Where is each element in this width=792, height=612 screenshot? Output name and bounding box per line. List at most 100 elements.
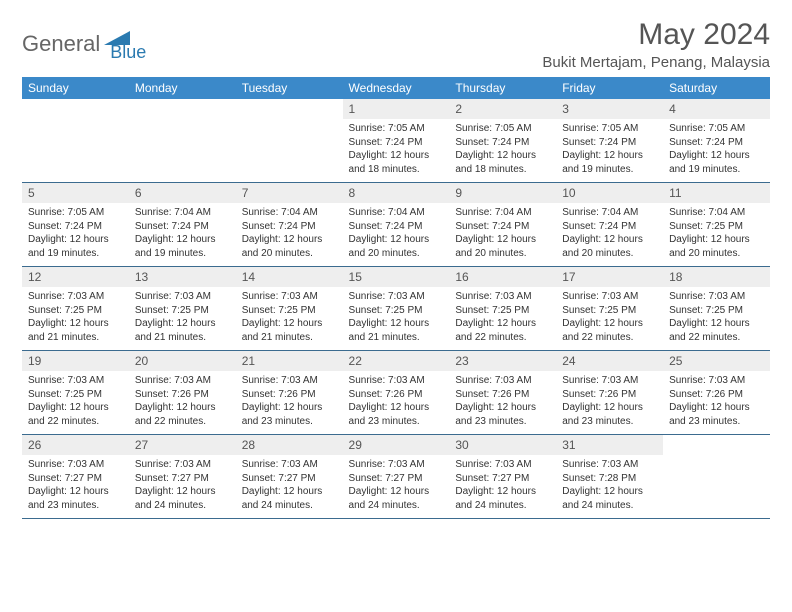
calendar-cell: 6Sunrise: 7:04 AMSunset: 7:24 PMDaylight… <box>129 183 236 267</box>
calendar-cell: 11Sunrise: 7:04 AMSunset: 7:25 PMDayligh… <box>663 183 770 267</box>
daylight-line: Daylight: 12 hours and 23 minutes. <box>669 401 764 428</box>
day-number: 18 <box>663 267 770 287</box>
sunrise-line: Sunrise: 7:03 AM <box>28 374 123 388</box>
sunset-line: Sunset: 7:24 PM <box>455 220 550 234</box>
calendar-cell: 13Sunrise: 7:03 AMSunset: 7:25 PMDayligh… <box>129 267 236 351</box>
calendar-body: 1Sunrise: 7:05 AMSunset: 7:24 PMDaylight… <box>22 99 770 519</box>
day-content: Sunrise: 7:03 AMSunset: 7:25 PMDaylight:… <box>449 287 556 350</box>
calendar-cell: 15Sunrise: 7:03 AMSunset: 7:25 PMDayligh… <box>343 267 450 351</box>
day-content: Sunrise: 7:03 AMSunset: 7:28 PMDaylight:… <box>556 455 663 518</box>
calendar-cell: 7Sunrise: 7:04 AMSunset: 7:24 PMDaylight… <box>236 183 343 267</box>
day-content: Sunrise: 7:03 AMSunset: 7:27 PMDaylight:… <box>343 455 450 518</box>
day-content: Sunrise: 7:04 AMSunset: 7:24 PMDaylight:… <box>236 203 343 266</box>
sunrise-line: Sunrise: 7:04 AM <box>242 206 337 220</box>
sunset-line: Sunset: 7:25 PM <box>455 304 550 318</box>
weekday-header: Saturday <box>663 77 770 99</box>
calendar-cell: 18Sunrise: 7:03 AMSunset: 7:25 PMDayligh… <box>663 267 770 351</box>
daylight-line: Daylight: 12 hours and 20 minutes. <box>562 233 657 260</box>
day-number: 1 <box>343 99 450 119</box>
calendar-cell: 27Sunrise: 7:03 AMSunset: 7:27 PMDayligh… <box>129 435 236 519</box>
day-content: Sunrise: 7:04 AMSunset: 7:24 PMDaylight:… <box>129 203 236 266</box>
calendar-cell: 31Sunrise: 7:03 AMSunset: 7:28 PMDayligh… <box>556 435 663 519</box>
day-number: 2 <box>449 99 556 119</box>
sunset-line: Sunset: 7:28 PM <box>562 472 657 486</box>
logo-text-blue: Blue <box>110 42 146 63</box>
sunset-line: Sunset: 7:26 PM <box>135 388 230 402</box>
sunrise-line: Sunrise: 7:05 AM <box>28 206 123 220</box>
calendar-cell <box>663 435 770 519</box>
sunrise-line: Sunrise: 7:05 AM <box>455 122 550 136</box>
day-number: 21 <box>236 351 343 371</box>
daylight-line: Daylight: 12 hours and 21 minutes. <box>28 317 123 344</box>
sunset-line: Sunset: 7:24 PM <box>562 220 657 234</box>
day-content: Sunrise: 7:03 AMSunset: 7:26 PMDaylight:… <box>129 371 236 434</box>
location-text: Bukit Mertajam, Penang, Malaysia <box>542 54 770 71</box>
day-number: 10 <box>556 183 663 203</box>
sunset-line: Sunset: 7:25 PM <box>349 304 444 318</box>
day-content: Sunrise: 7:03 AMSunset: 7:25 PMDaylight:… <box>22 287 129 350</box>
day-number: 26 <box>22 435 129 455</box>
weekday-header: Monday <box>129 77 236 99</box>
day-number: 9 <box>449 183 556 203</box>
sunset-line: Sunset: 7:24 PM <box>242 220 337 234</box>
day-content: Sunrise: 7:05 AMSunset: 7:24 PMDaylight:… <box>663 119 770 182</box>
day-content: Sunrise: 7:03 AMSunset: 7:26 PMDaylight:… <box>556 371 663 434</box>
calendar-cell: 4Sunrise: 7:05 AMSunset: 7:24 PMDaylight… <box>663 99 770 183</box>
sunset-line: Sunset: 7:26 PM <box>669 388 764 402</box>
day-content: Sunrise: 7:05 AMSunset: 7:24 PMDaylight:… <box>556 119 663 182</box>
day-number: 8 <box>343 183 450 203</box>
sunrise-line: Sunrise: 7:03 AM <box>135 374 230 388</box>
daylight-line: Daylight: 12 hours and 20 minutes. <box>242 233 337 260</box>
daylight-line: Daylight: 12 hours and 23 minutes. <box>349 401 444 428</box>
sunrise-line: Sunrise: 7:03 AM <box>242 290 337 304</box>
day-content: Sunrise: 7:04 AMSunset: 7:24 PMDaylight:… <box>343 203 450 266</box>
day-content <box>22 105 129 163</box>
weekday-header: Thursday <box>449 77 556 99</box>
sunset-line: Sunset: 7:25 PM <box>28 304 123 318</box>
daylight-line: Daylight: 12 hours and 22 minutes. <box>455 317 550 344</box>
daylight-line: Daylight: 12 hours and 18 minutes. <box>455 149 550 176</box>
day-number: 29 <box>343 435 450 455</box>
day-number: 30 <box>449 435 556 455</box>
day-number: 19 <box>22 351 129 371</box>
daylight-line: Daylight: 12 hours and 21 minutes. <box>135 317 230 344</box>
daylight-line: Daylight: 12 hours and 20 minutes. <box>455 233 550 260</box>
calendar-row: 5Sunrise: 7:05 AMSunset: 7:24 PMDaylight… <box>22 183 770 267</box>
sunset-line: Sunset: 7:24 PM <box>28 220 123 234</box>
day-content: Sunrise: 7:03 AMSunset: 7:27 PMDaylight:… <box>236 455 343 518</box>
sunrise-line: Sunrise: 7:03 AM <box>669 290 764 304</box>
day-number: 17 <box>556 267 663 287</box>
sunset-line: Sunset: 7:25 PM <box>669 220 764 234</box>
calendar-cell <box>236 99 343 183</box>
daylight-line: Daylight: 12 hours and 20 minutes. <box>669 233 764 260</box>
calendar-cell: 14Sunrise: 7:03 AMSunset: 7:25 PMDayligh… <box>236 267 343 351</box>
sunrise-line: Sunrise: 7:03 AM <box>562 290 657 304</box>
day-content: Sunrise: 7:03 AMSunset: 7:25 PMDaylight:… <box>343 287 450 350</box>
sunrise-line: Sunrise: 7:03 AM <box>562 374 657 388</box>
calendar-cell: 22Sunrise: 7:03 AMSunset: 7:26 PMDayligh… <box>343 351 450 435</box>
day-number: 31 <box>556 435 663 455</box>
day-content: Sunrise: 7:05 AMSunset: 7:24 PMDaylight:… <box>449 119 556 182</box>
calendar-row: 12Sunrise: 7:03 AMSunset: 7:25 PMDayligh… <box>22 267 770 351</box>
day-content: Sunrise: 7:05 AMSunset: 7:24 PMDaylight:… <box>343 119 450 182</box>
calendar-cell: 16Sunrise: 7:03 AMSunset: 7:25 PMDayligh… <box>449 267 556 351</box>
daylight-line: Daylight: 12 hours and 19 minutes. <box>669 149 764 176</box>
daylight-line: Daylight: 12 hours and 23 minutes. <box>242 401 337 428</box>
calendar-cell: 12Sunrise: 7:03 AMSunset: 7:25 PMDayligh… <box>22 267 129 351</box>
sunset-line: Sunset: 7:24 PM <box>669 136 764 150</box>
sunrise-line: Sunrise: 7:03 AM <box>28 290 123 304</box>
weekday-header: Wednesday <box>343 77 450 99</box>
sunrise-line: Sunrise: 7:03 AM <box>349 374 444 388</box>
day-number: 14 <box>236 267 343 287</box>
calendar-cell: 3Sunrise: 7:05 AMSunset: 7:24 PMDaylight… <box>556 99 663 183</box>
day-content <box>129 105 236 163</box>
day-number: 23 <box>449 351 556 371</box>
day-content: Sunrise: 7:03 AMSunset: 7:25 PMDaylight:… <box>556 287 663 350</box>
weekday-header: Tuesday <box>236 77 343 99</box>
day-content: Sunrise: 7:03 AMSunset: 7:27 PMDaylight:… <box>22 455 129 518</box>
day-number: 11 <box>663 183 770 203</box>
calendar-cell: 24Sunrise: 7:03 AMSunset: 7:26 PMDayligh… <box>556 351 663 435</box>
sunrise-line: Sunrise: 7:03 AM <box>135 458 230 472</box>
day-content: Sunrise: 7:03 AMSunset: 7:25 PMDaylight:… <box>663 287 770 350</box>
day-content: Sunrise: 7:03 AMSunset: 7:26 PMDaylight:… <box>343 371 450 434</box>
